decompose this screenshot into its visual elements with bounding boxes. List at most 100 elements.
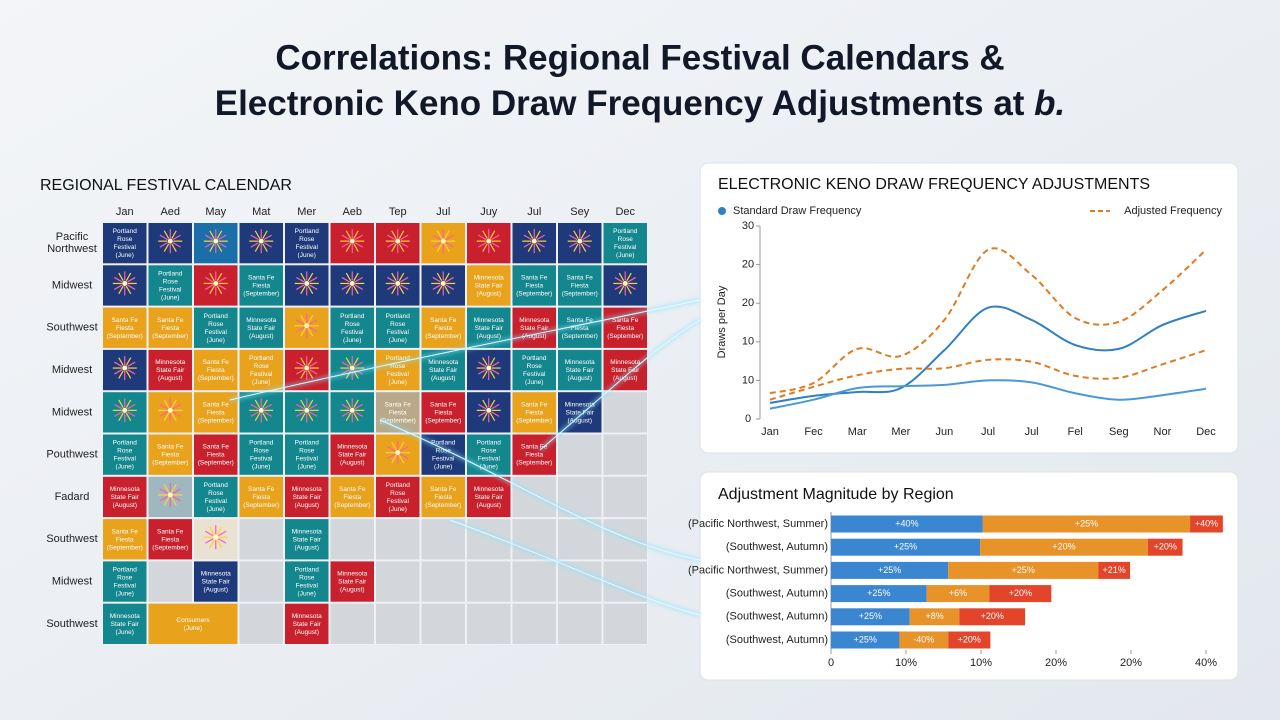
calendar-cell <box>238 433 284 476</box>
icon-ray <box>391 272 397 282</box>
icon-ray <box>171 243 177 252</box>
calendar-cell <box>420 306 466 349</box>
icon-ray <box>125 370 132 379</box>
icon-ray <box>491 369 500 375</box>
cell-text-line: State Fair <box>293 494 322 501</box>
icon-ray <box>489 399 496 409</box>
icon-ray <box>262 230 268 239</box>
x-tick-label: Nor <box>1154 426 1172 438</box>
month-label: Dec <box>615 206 635 218</box>
cell-text-line: Santa Fe <box>248 486 275 493</box>
calendar-cell <box>602 348 648 392</box>
cell-text-line: Festival <box>387 371 410 378</box>
cell-text-line: Festival <box>114 455 137 462</box>
cell-text-line: Santa Fe <box>203 359 230 366</box>
cell-text-line: (June) <box>207 506 225 513</box>
cell-text: Santa Fe Fiesta (September) <box>334 486 370 509</box>
icon-ray <box>444 230 450 239</box>
icon-ray <box>218 538 227 544</box>
calendar-cell <box>147 348 193 392</box>
y-tick-label: 10 <box>742 336 754 348</box>
cell-text-line: (August) <box>522 332 547 339</box>
cell-text-line: Portland <box>113 439 138 446</box>
icon-ray <box>400 234 409 241</box>
bar-segment <box>948 631 991 649</box>
icon-ray <box>614 276 623 283</box>
cell-text-line: (August) <box>476 502 501 509</box>
cell-text-line: (June) <box>207 336 225 343</box>
icon-ray <box>354 403 363 410</box>
icon-ray <box>250 403 259 410</box>
cell-text-line: Minnesota <box>155 359 185 366</box>
cell-text-line: Portland <box>386 312 411 319</box>
calendar-cell <box>511 475 557 519</box>
calendar-cell <box>284 475 330 519</box>
icon-core <box>258 407 264 413</box>
icon-ray <box>391 454 397 464</box>
cell-text-line: (August) <box>203 586 228 593</box>
cell-text-line: Rose <box>299 574 315 581</box>
icon-ray <box>341 284 350 290</box>
cell-text-line: (June) <box>298 252 316 259</box>
icon-ray <box>391 441 397 451</box>
cell-text-line: (June) <box>161 294 179 301</box>
bar-label: +20% <box>1052 542 1075 552</box>
cell-text-line: Minnesota <box>337 443 367 450</box>
cell-text-line: Fiesta <box>343 494 361 501</box>
icon-ray <box>118 412 124 422</box>
bar-label: +25% <box>867 588 890 598</box>
cell-text-line: Portland <box>477 439 502 446</box>
icon-ray <box>309 361 318 368</box>
cell-text-line: Santa Fe <box>157 316 184 323</box>
icon-core <box>122 280 128 286</box>
cell-text-line: Fiesta <box>116 536 134 543</box>
icon-ray <box>296 403 305 410</box>
cell-text: Minnesota State Fair (August) <box>337 443 367 466</box>
icon-ray <box>569 242 578 248</box>
region-label: Midwest <box>52 406 92 418</box>
icon-ray <box>262 243 268 252</box>
icon-ray <box>387 234 396 241</box>
cell-text-line: (August) <box>294 502 319 509</box>
icon-ray <box>478 403 487 410</box>
icon-ray <box>309 284 318 290</box>
calendar-cell <box>238 306 284 349</box>
calendar-cell <box>102 518 148 561</box>
cell-text-line: (June) <box>525 379 543 386</box>
icon-ray <box>307 285 314 295</box>
icon-ray <box>216 285 223 295</box>
icon-ray <box>309 326 318 333</box>
cell-text-line: (September) <box>425 417 461 424</box>
icon-ray <box>353 230 359 239</box>
cell-text: Santa Fe Fiesta (September) <box>107 316 143 339</box>
icon-ray <box>353 243 359 252</box>
calendar-cell <box>511 391 557 434</box>
cell-text: Santa Fe Fiesta (September) <box>562 274 598 297</box>
icon-ray <box>491 234 500 241</box>
cell-text: Minnesota State Fair (August) <box>610 359 640 382</box>
icon-ray <box>307 399 314 409</box>
cell-text-line: Rose <box>117 574 133 581</box>
icon-ray <box>118 370 124 379</box>
icon-ray <box>300 412 306 422</box>
cell-text-line: Festival <box>387 328 410 335</box>
icon-ray <box>300 285 306 295</box>
cell-text: Portland Rose Festival (June) <box>477 439 502 470</box>
icon-ray <box>400 453 409 460</box>
cell-text-line: Rose <box>390 490 406 497</box>
legend-label: Standard Draw Frequency <box>733 205 862 217</box>
cell-text-line: State Fair <box>293 536 322 543</box>
y-tick-label: (Southwest, Autumn) <box>726 611 828 623</box>
icon-ray <box>341 234 350 241</box>
cell-text: Santa Fe Fiesta (September) <box>243 486 279 509</box>
calendar-cell <box>238 475 284 519</box>
icon-core <box>395 238 401 244</box>
icon-ray <box>491 361 500 368</box>
x-tick-label: 20% <box>1120 657 1142 669</box>
icon-ray <box>300 357 306 366</box>
cell-text: Portland Rose Festival (June) <box>158 270 183 301</box>
cell-text-line: (June) <box>116 629 134 636</box>
icon-ray <box>172 411 181 417</box>
icon-ray <box>254 230 261 239</box>
icon-ray <box>216 526 223 535</box>
